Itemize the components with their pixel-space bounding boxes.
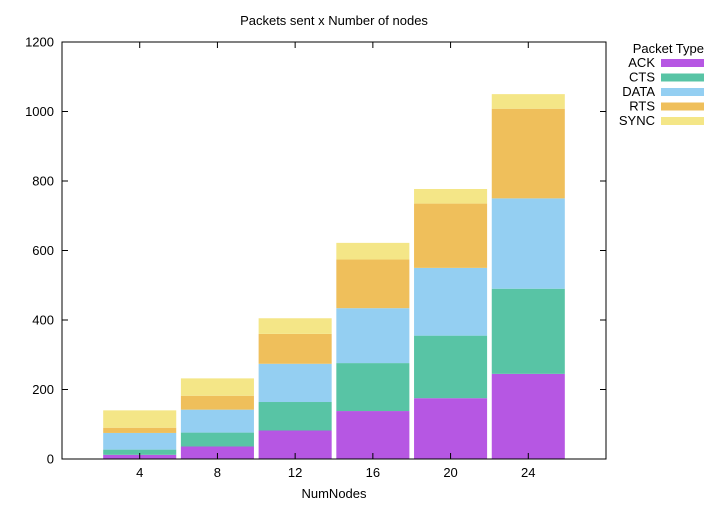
y-tick-label: 1000 [25,104,54,119]
bar-segment-sync-20 [414,188,488,204]
y-tick-label: 400 [32,313,54,328]
bar-segment-rts-24 [491,108,565,199]
bar-segment-data-12 [258,363,332,403]
bar-segment-rts-8 [180,395,254,410]
bar-segment-data-8 [180,409,254,433]
y-tick-label: 0 [47,452,54,467]
x-tick-label: 4 [136,465,143,480]
bar-segment-cts-16 [336,363,410,412]
bar-segment-sync-12 [258,318,332,334]
bar-segment-sync-24 [491,94,565,109]
bar-segment-cts-8 [180,432,254,447]
legend-label-data: DATA [622,84,655,99]
bar-segment-rts-16 [336,259,410,309]
y-tick-label: 1200 [25,35,54,50]
bar-segment-data-24 [491,198,565,289]
bar-segment-ack-16 [336,411,410,459]
bar-segment-rts-12 [258,333,332,364]
legend-label-ack: ACK [628,55,655,70]
bar-segment-cts-24 [491,288,565,374]
axes-layer: 0 200 400 600 800 1000 1200 4 8 12 16 20 24 [25,35,607,480]
legend-swatch-data [661,88,704,96]
x-tick-label: 12 [288,465,302,480]
bar-segment-sync-4 [103,410,177,428]
y-tick-label: 600 [32,243,54,258]
bar-segment-data-16 [336,308,410,364]
bar-segment-ack-8 [180,446,254,459]
bars-layer [103,94,565,459]
legend-swatch-rts [661,102,704,111]
legend-swatch-ack [661,59,704,67]
legend-label-cts: CTS [629,70,655,85]
bar-segment-ack-24 [491,373,565,459]
bar-segment-cts-4 [103,449,177,455]
legend-title: Packet Type [633,41,704,56]
legend-swatch-sync [661,117,704,125]
bar-segment-ack-20 [414,398,488,459]
bar-segment-cts-12 [258,402,332,431]
x-tick-label: 24 [521,465,535,480]
x-tick-label: 20 [443,465,457,480]
x-axis-label: NumNodes [301,486,367,501]
bar-segment-data-4 [103,432,177,450]
legend-label-rts: RTS [629,99,655,114]
bar-segment-cts-20 [414,335,488,399]
x-tick-label: 16 [366,465,380,480]
bar-segment-sync-16 [336,242,410,260]
legend-label-sync: SYNC [619,113,655,128]
chart-title: Packets sent x Number of nodes [240,13,428,28]
bar-segment-rts-20 [414,203,488,268]
y-tick-label: 200 [32,382,54,397]
bar-segment-sync-8 [180,378,254,396]
bar-segment-data-20 [414,267,488,336]
x-tick-label: 8 [214,465,221,480]
y-tick-label: 800 [32,174,54,189]
bar-segment-rts-4 [103,427,177,433]
legend-swatch-cts [661,73,704,82]
